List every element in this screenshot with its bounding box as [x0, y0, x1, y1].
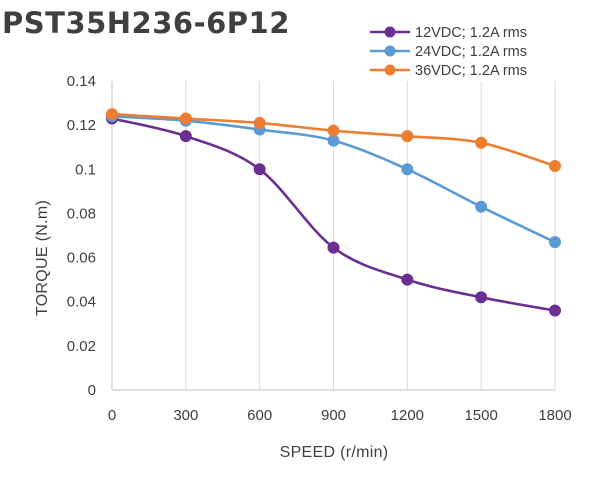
series-point-1 — [475, 291, 488, 304]
x-tick-label: 300 — [173, 407, 198, 424]
legend-label-3: 36VDC; 1.2A rms — [415, 63, 527, 79]
series-point-3 — [106, 108, 118, 121]
axes: 0 0.02 0.04 0.06 0.08 0.1 0.12 0.14 0 300 600 900 12… — [67, 73, 572, 424]
y-tick-label: 0.02 — [67, 338, 96, 355]
y-axis-title: TORQUE (N.m) — [34, 200, 51, 316]
series-point-3 — [327, 124, 340, 137]
series-point-3 — [549, 159, 561, 172]
series-point-2 — [549, 236, 561, 249]
series-point-3 — [401, 130, 414, 143]
legend-label-1: 12VDC; 1.2A rms — [415, 25, 527, 41]
series-point-1 — [401, 273, 414, 286]
legend-label-2: 24VDC; 1.2A rms — [415, 44, 527, 60]
series-point-3 — [475, 136, 488, 149]
x-tick-label: 600 — [247, 407, 272, 424]
x-tick-label: 1800 — [538, 407, 571, 424]
x-tick-label: 1200 — [391, 407, 424, 424]
series-point-1 — [549, 304, 561, 317]
x-axis-title: SPEED (r/min) — [280, 444, 389, 461]
y-tick-label: 0.04 — [67, 294, 96, 311]
y-tick-label: 0.12 — [67, 117, 96, 134]
x-tick-label: 0 — [108, 407, 116, 424]
y-tick-label: 0.06 — [67, 250, 96, 267]
chart-title: PST35H236-6P12 — [2, 6, 290, 40]
y-tick-label: 0.1 — [75, 161, 96, 178]
y-tick-label: 0.14 — [67, 73, 96, 90]
y-tick-label: 0.08 — [67, 205, 96, 222]
legend-marker-3 — [384, 64, 396, 76]
x-tick-label: 1500 — [464, 407, 497, 424]
series-point-2 — [475, 200, 488, 213]
y-tick-label: 0 — [88, 382, 96, 399]
legend-marker-2 — [384, 45, 396, 57]
series-point-3 — [253, 116, 266, 129]
series-point-1 — [327, 241, 340, 254]
series-point-3 — [179, 112, 192, 125]
series-point-2 — [327, 134, 340, 147]
series-point-1 — [253, 163, 266, 176]
series-point-1 — [179, 130, 192, 143]
legend-marker-1 — [384, 26, 396, 38]
x-tick-label: 900 — [321, 407, 346, 424]
series-layer — [106, 108, 561, 317]
series-point-2 — [401, 163, 414, 176]
legend: 12VDC; 1.2A rms 24VDC; 1.2A rms 36VDC; 1.2… — [370, 25, 527, 79]
